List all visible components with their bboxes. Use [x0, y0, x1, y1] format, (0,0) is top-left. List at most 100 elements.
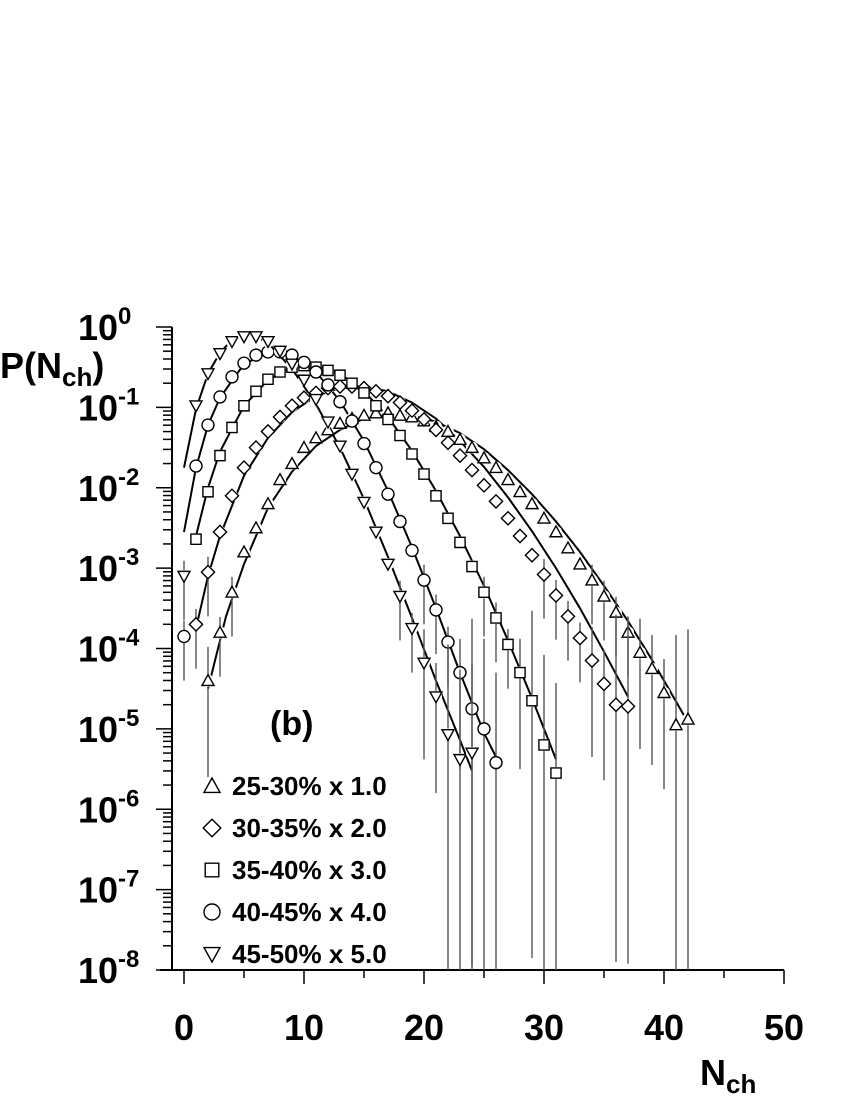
data-point — [644, 661, 660, 675]
point-background — [370, 399, 382, 412]
fit-curve — [195, 364, 557, 760]
data-point — [177, 629, 191, 644]
point-background — [274, 411, 286, 424]
data-point — [260, 496, 276, 510]
point-background — [478, 452, 490, 465]
point-background — [646, 662, 658, 675]
data-point — [514, 666, 526, 679]
data-point — [346, 377, 358, 390]
data-point — [308, 430, 324, 444]
y-tick-label: 10-5 — [78, 705, 139, 750]
point-background — [442, 636, 454, 649]
point-background — [490, 495, 502, 508]
data-point — [272, 472, 288, 486]
point-background — [322, 378, 334, 391]
data-point — [272, 409, 288, 425]
point-background — [238, 461, 250, 474]
legend-label: 25-30% x 1.0 — [232, 771, 387, 801]
point-background — [226, 586, 238, 599]
data-point — [454, 536, 466, 549]
point-background — [214, 449, 226, 462]
point-background — [562, 542, 574, 555]
data-point — [332, 416, 348, 429]
point-background — [370, 525, 382, 538]
point-background — [586, 574, 598, 587]
data-point — [213, 390, 227, 404]
point-background — [526, 694, 538, 707]
point-background — [586, 654, 598, 667]
data-point — [296, 440, 312, 454]
data-point — [490, 612, 502, 624]
data-point — [236, 544, 252, 558]
data-point — [380, 558, 396, 572]
point-background — [322, 364, 334, 377]
data-point — [380, 388, 396, 404]
point-background — [250, 521, 262, 534]
data-point — [550, 767, 562, 779]
x-tick-label: 30 — [524, 1007, 564, 1048]
data-point — [332, 378, 348, 395]
point-background — [514, 485, 526, 498]
point-background — [622, 700, 634, 713]
point-background — [262, 373, 274, 386]
point-background — [394, 429, 406, 442]
point-background — [346, 415, 358, 428]
point-background — [262, 425, 274, 438]
data-point — [524, 547, 540, 563]
data-point — [356, 496, 372, 510]
data-point — [284, 358, 300, 372]
point-background — [502, 512, 514, 525]
data-point — [250, 385, 262, 398]
data-point — [296, 390, 312, 406]
data-point — [572, 556, 588, 570]
point-background — [334, 380, 346, 393]
data-point — [262, 373, 274, 386]
point-background — [454, 753, 466, 766]
x-axis-title: Nch — [700, 1052, 756, 1099]
point-background — [442, 512, 454, 525]
point-background — [262, 345, 274, 358]
point-background — [574, 632, 586, 645]
point-background — [658, 686, 670, 699]
data-point — [189, 459, 203, 473]
point-background — [382, 488, 394, 501]
data-point — [476, 450, 492, 464]
data-point — [274, 366, 286, 378]
point-background — [478, 479, 490, 492]
data-point — [596, 588, 612, 602]
point-background — [262, 497, 274, 510]
data-point — [477, 722, 491, 736]
legend-marker — [202, 776, 222, 794]
data-point — [440, 435, 456, 451]
data-point — [632, 645, 648, 659]
point-background — [202, 674, 214, 687]
data-point — [176, 570, 192, 584]
data-point — [200, 673, 216, 687]
data-point — [297, 355, 311, 370]
point-background — [418, 574, 430, 587]
legend: 25-30% x 1.0 30-35% x 2.0 35-40% x 3.0 40-4… — [202, 771, 387, 969]
data-point — [478, 586, 490, 599]
point-background — [382, 413, 394, 426]
data-point — [428, 422, 444, 438]
point-background — [394, 409, 406, 422]
data-point — [370, 399, 382, 412]
point-background — [190, 460, 202, 473]
point-background — [538, 738, 550, 751]
y-tick-label: 10-4 — [78, 625, 140, 670]
y-tick-label: 10-3 — [78, 544, 139, 589]
point-background — [550, 767, 562, 780]
point-background — [538, 512, 550, 525]
data-point — [548, 587, 564, 604]
point-background — [490, 756, 502, 769]
point-background — [394, 396, 406, 409]
point-background — [610, 606, 622, 619]
point-background — [202, 485, 214, 498]
point-background — [346, 468, 358, 481]
point-background — [334, 369, 346, 382]
point-background — [442, 728, 454, 741]
legend-marker — [202, 818, 222, 838]
data-point — [333, 395, 347, 409]
x-tick-label: 50 — [764, 1007, 804, 1048]
point-background — [430, 690, 442, 703]
